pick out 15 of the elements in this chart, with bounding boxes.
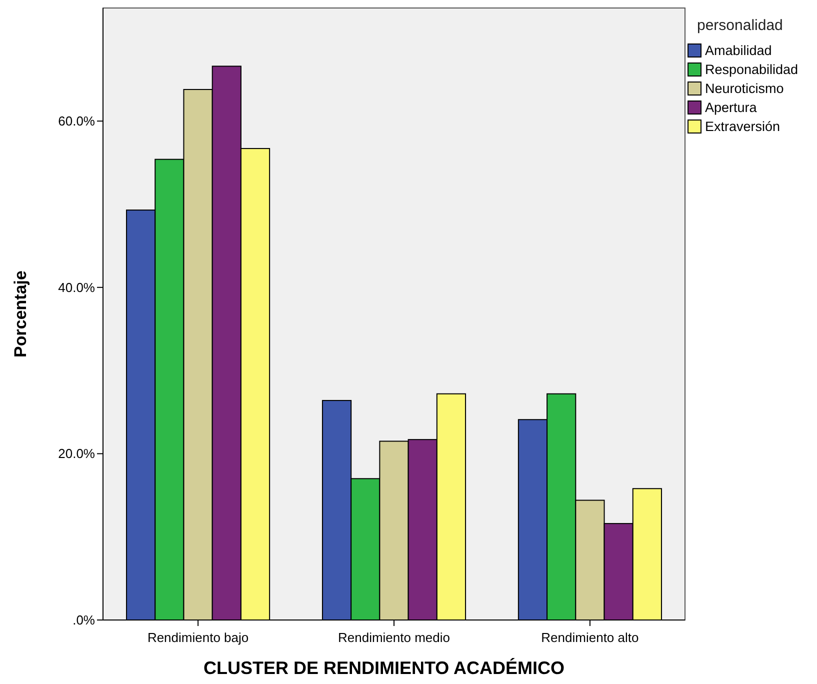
y-tick-label: .0%	[72, 612, 96, 628]
legend-title: personalidad	[697, 17, 783, 34]
legend-label: Amabilidad	[705, 43, 772, 58]
x-tick-label: Rendimiento medio	[338, 630, 450, 645]
y-tick-label: 20.0%	[58, 446, 96, 462]
y-axis-title: Porcentaje	[11, 270, 30, 358]
x-tick-label: Rendimiento bajo	[147, 630, 249, 645]
x-axis-title: CLUSTER DE RENDIMIENTO ACADÉMICO	[203, 658, 565, 678]
y-tick-label: 60.0%	[58, 114, 96, 129]
legend-label: Extraversión	[705, 119, 780, 134]
x-tick-label: Rendimiento alto	[541, 630, 639, 645]
y-tick-label: 40.0%	[58, 280, 96, 295]
legend-label: Responabilidad	[705, 62, 798, 77]
legend-label: Neuroticismo	[705, 81, 784, 96]
legend-label: Apertura	[705, 100, 758, 115]
